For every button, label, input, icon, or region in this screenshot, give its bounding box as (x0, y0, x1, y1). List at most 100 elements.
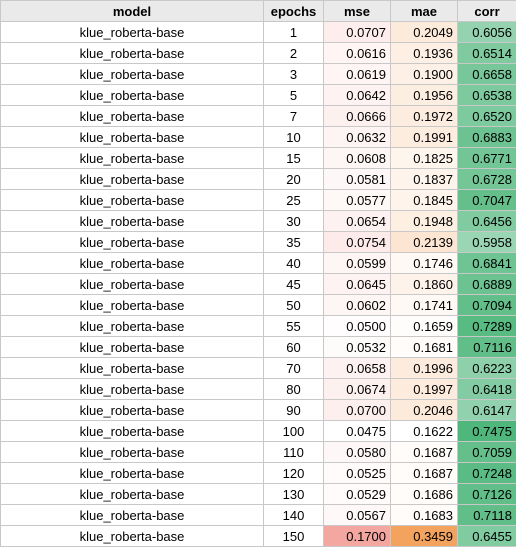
header-epochs[interactable]: epochs (263, 0, 324, 22)
cell-corr[interactable]: 0.7094 (457, 294, 516, 316)
cell-mse[interactable]: 0.0608 (323, 147, 391, 169)
cell-epochs[interactable]: 60 (263, 336, 324, 358)
cell-epochs[interactable]: 40 (263, 252, 324, 274)
cell-mae[interactable]: 0.1622 (390, 420, 458, 442)
cell-mae[interactable]: 0.1686 (390, 483, 458, 505)
cell-corr[interactable]: 0.6538 (457, 84, 516, 106)
cell-corr[interactable]: 0.6520 (457, 105, 516, 127)
header-model[interactable]: model (0, 0, 264, 22)
cell-corr[interactable]: 0.6456 (457, 210, 516, 232)
cell-mae[interactable]: 0.2049 (390, 21, 458, 43)
cell-mae[interactable]: 0.1687 (390, 462, 458, 484)
cell-corr[interactable]: 0.6889 (457, 273, 516, 295)
cell-epochs[interactable]: 150 (263, 525, 324, 547)
cell-mse[interactable]: 0.0580 (323, 441, 391, 463)
cell-corr[interactable]: 0.7059 (457, 441, 516, 463)
cell-mse[interactable]: 0.0642 (323, 84, 391, 106)
cell-corr[interactable]: 0.7289 (457, 315, 516, 337)
cell-corr[interactable]: 0.6771 (457, 147, 516, 169)
cell-corr[interactable]: 0.6147 (457, 399, 516, 421)
cell-model[interactable]: klue_roberta-base (0, 315, 264, 337)
cell-corr[interactable]: 0.6418 (457, 378, 516, 400)
header-corr[interactable]: corr (457, 0, 516, 22)
cell-mae[interactable]: 0.1837 (390, 168, 458, 190)
cell-mse[interactable]: 0.0754 (323, 231, 391, 253)
cell-corr[interactable]: 0.6883 (457, 126, 516, 148)
cell-mae[interactable]: 0.1746 (390, 252, 458, 274)
cell-model[interactable]: klue_roberta-base (0, 441, 264, 463)
cell-epochs[interactable]: 30 (263, 210, 324, 232)
cell-mae[interactable]: 0.3459 (390, 525, 458, 547)
cell-mse[interactable]: 0.0707 (323, 21, 391, 43)
cell-epochs[interactable]: 35 (263, 231, 324, 253)
cell-corr[interactable]: 0.5958 (457, 231, 516, 253)
cell-epochs[interactable]: 2 (263, 42, 324, 64)
cell-mae[interactable]: 0.1845 (390, 189, 458, 211)
cell-epochs[interactable]: 50 (263, 294, 324, 316)
cell-epochs[interactable]: 20 (263, 168, 324, 190)
cell-model[interactable]: klue_roberta-base (0, 42, 264, 64)
cell-mae[interactable]: 0.1687 (390, 441, 458, 463)
cell-model[interactable]: klue_roberta-base (0, 357, 264, 379)
cell-epochs[interactable]: 15 (263, 147, 324, 169)
cell-corr[interactable]: 0.6455 (457, 525, 516, 547)
cell-model[interactable]: klue_roberta-base (0, 504, 264, 526)
cell-model[interactable]: klue_roberta-base (0, 294, 264, 316)
cell-mse[interactable]: 0.0500 (323, 315, 391, 337)
cell-corr[interactable]: 0.6728 (457, 168, 516, 190)
cell-mae[interactable]: 0.1956 (390, 84, 458, 106)
cell-mae[interactable]: 0.1948 (390, 210, 458, 232)
cell-mae[interactable]: 0.1997 (390, 378, 458, 400)
cell-corr[interactable]: 0.7116 (457, 336, 516, 358)
cell-corr[interactable]: 0.7475 (457, 420, 516, 442)
cell-mse[interactable]: 0.0654 (323, 210, 391, 232)
cell-mse[interactable]: 0.0599 (323, 252, 391, 274)
cell-corr[interactable]: 0.6841 (457, 252, 516, 274)
cell-mae[interactable]: 0.1825 (390, 147, 458, 169)
cell-mae[interactable]: 0.1741 (390, 294, 458, 316)
cell-model[interactable]: klue_roberta-base (0, 147, 264, 169)
cell-model[interactable]: klue_roberta-base (0, 525, 264, 547)
cell-mse[interactable]: 0.0581 (323, 168, 391, 190)
cell-mse[interactable]: 0.0532 (323, 336, 391, 358)
cell-epochs[interactable]: 45 (263, 273, 324, 295)
cell-epochs[interactable]: 7 (263, 105, 324, 127)
cell-corr[interactable]: 0.7126 (457, 483, 516, 505)
cell-mae[interactable]: 0.1860 (390, 273, 458, 295)
cell-mae[interactable]: 0.1991 (390, 126, 458, 148)
cell-mse[interactable]: 0.0666 (323, 105, 391, 127)
cell-model[interactable]: klue_roberta-base (0, 336, 264, 358)
cell-epochs[interactable]: 5 (263, 84, 324, 106)
cell-model[interactable]: klue_roberta-base (0, 189, 264, 211)
cell-mse[interactable]: 0.0645 (323, 273, 391, 295)
cell-epochs[interactable]: 80 (263, 378, 324, 400)
cell-mse[interactable]: 0.0475 (323, 420, 391, 442)
cell-model[interactable]: klue_roberta-base (0, 168, 264, 190)
cell-model[interactable]: klue_roberta-base (0, 378, 264, 400)
cell-corr[interactable]: 0.7047 (457, 189, 516, 211)
cell-model[interactable]: klue_roberta-base (0, 63, 264, 85)
cell-mae[interactable]: 0.1900 (390, 63, 458, 85)
cell-model[interactable]: klue_roberta-base (0, 105, 264, 127)
cell-corr[interactable]: 0.6658 (457, 63, 516, 85)
cell-model[interactable]: klue_roberta-base (0, 210, 264, 232)
cell-model[interactable]: klue_roberta-base (0, 462, 264, 484)
cell-epochs[interactable]: 25 (263, 189, 324, 211)
cell-mse[interactable]: 0.0602 (323, 294, 391, 316)
cell-model[interactable]: klue_roberta-base (0, 252, 264, 274)
cell-epochs[interactable]: 120 (263, 462, 324, 484)
cell-mae[interactable]: 0.1659 (390, 315, 458, 337)
cell-mae[interactable]: 0.1996 (390, 357, 458, 379)
cell-mse[interactable]: 0.0674 (323, 378, 391, 400)
cell-mse[interactable]: 0.0577 (323, 189, 391, 211)
cell-model[interactable]: klue_roberta-base (0, 126, 264, 148)
cell-mse[interactable]: 0.0525 (323, 462, 391, 484)
cell-mae[interactable]: 0.1936 (390, 42, 458, 64)
cell-corr[interactable]: 0.6056 (457, 21, 516, 43)
cell-model[interactable]: klue_roberta-base (0, 273, 264, 295)
header-mse[interactable]: mse (323, 0, 391, 22)
cell-epochs[interactable]: 100 (263, 420, 324, 442)
cell-corr[interactable]: 0.7118 (457, 504, 516, 526)
cell-mse[interactable]: 0.0632 (323, 126, 391, 148)
cell-mae[interactable]: 0.1683 (390, 504, 458, 526)
